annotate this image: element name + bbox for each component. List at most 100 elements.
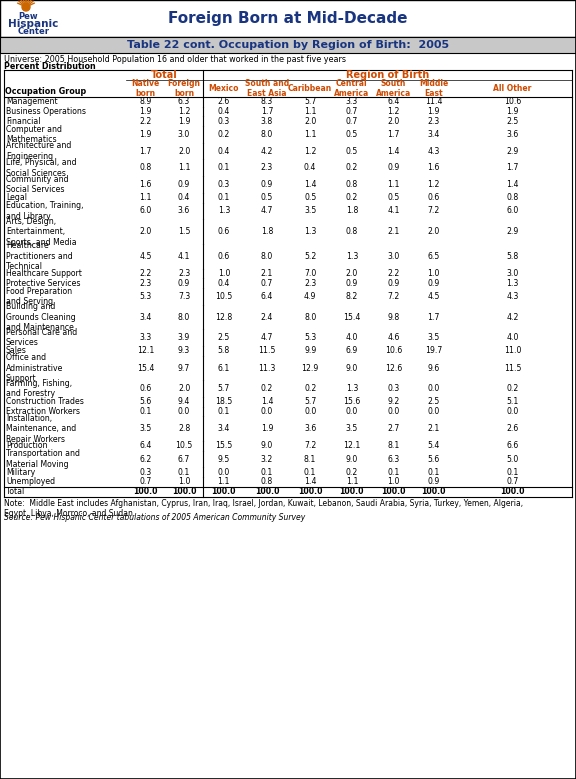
- Text: 3.6: 3.6: [304, 425, 316, 433]
- Text: 0.2: 0.2: [506, 384, 518, 393]
- Text: 1.0: 1.0: [388, 478, 400, 487]
- Text: 9.7: 9.7: [178, 364, 190, 372]
- Text: 0.8: 0.8: [139, 164, 151, 172]
- Text: 3.5: 3.5: [346, 425, 358, 433]
- Text: 3.4: 3.4: [139, 312, 151, 322]
- Text: 1.1: 1.1: [304, 130, 316, 139]
- Text: 0.0: 0.0: [506, 407, 518, 416]
- Text: 0.8: 0.8: [346, 227, 358, 236]
- Text: 1.9: 1.9: [139, 107, 151, 116]
- Text: 0.2: 0.2: [346, 164, 358, 172]
- Text: 6.7: 6.7: [178, 455, 190, 464]
- Text: Note:  Middle East includes Afghanistan, Cyprus, Iran, Iraq, Israel, Jordan, Kuw: Note: Middle East includes Afghanistan, …: [4, 499, 523, 518]
- Text: 0.0: 0.0: [304, 407, 316, 416]
- Text: Military: Military: [6, 468, 35, 477]
- Text: 6.0: 6.0: [506, 206, 518, 216]
- Text: 12.6: 12.6: [385, 364, 402, 372]
- Text: 0.1: 0.1: [218, 164, 230, 172]
- Text: 8.0: 8.0: [304, 312, 316, 322]
- Text: 1.6: 1.6: [139, 180, 151, 189]
- Text: 0.7: 0.7: [346, 117, 358, 125]
- Text: 8.1: 8.1: [388, 442, 400, 450]
- Text: 6.4: 6.4: [139, 442, 151, 450]
- Text: 5.2: 5.2: [304, 252, 316, 261]
- Text: 3.4: 3.4: [218, 425, 230, 433]
- Text: 0.1: 0.1: [139, 407, 151, 416]
- Text: 0.0: 0.0: [261, 407, 273, 416]
- Text: 100.0: 100.0: [500, 487, 525, 496]
- Text: Central
America: Central America: [334, 79, 370, 98]
- Text: 0.3: 0.3: [139, 468, 151, 477]
- Text: 0.2: 0.2: [346, 468, 358, 477]
- Text: 7.0: 7.0: [304, 269, 316, 278]
- Text: 15.4: 15.4: [137, 364, 154, 372]
- Text: 2.6: 2.6: [506, 425, 518, 433]
- Text: 1.7: 1.7: [261, 107, 273, 116]
- Text: 2.2: 2.2: [139, 269, 151, 278]
- Text: 9.0: 9.0: [346, 364, 358, 372]
- Text: 5.8: 5.8: [506, 252, 518, 261]
- Text: 0.5: 0.5: [346, 130, 358, 139]
- Text: 8.0: 8.0: [261, 252, 273, 261]
- Text: Business Operations: Business Operations: [6, 107, 86, 116]
- Text: 4.7: 4.7: [261, 206, 273, 216]
- Text: 100.0: 100.0: [133, 487, 158, 496]
- Text: 1.7: 1.7: [427, 312, 439, 322]
- Text: 0.2: 0.2: [261, 384, 273, 393]
- Text: Percent Distribution: Percent Distribution: [4, 62, 96, 71]
- Text: 2.3: 2.3: [261, 164, 273, 172]
- Text: 0.3: 0.3: [218, 180, 230, 189]
- Text: 3.0: 3.0: [506, 269, 518, 278]
- Text: 1.7: 1.7: [506, 164, 518, 172]
- Text: 2.1: 2.1: [427, 425, 439, 433]
- Text: 100.0: 100.0: [211, 487, 236, 496]
- Text: 7.2: 7.2: [388, 292, 400, 301]
- Text: 2.5: 2.5: [427, 397, 439, 407]
- Text: 7.2: 7.2: [427, 206, 439, 216]
- Text: Legal: Legal: [6, 193, 27, 203]
- Text: 0.0: 0.0: [388, 407, 400, 416]
- Text: 19.7: 19.7: [425, 347, 442, 355]
- Text: Total: Total: [6, 487, 24, 496]
- Text: 0.6: 0.6: [218, 227, 230, 236]
- Text: 1.4: 1.4: [304, 478, 316, 487]
- Text: 10.5: 10.5: [215, 292, 233, 301]
- Text: South
America: South America: [376, 79, 411, 98]
- Text: 15.5: 15.5: [215, 442, 233, 450]
- Text: 1.1: 1.1: [178, 164, 190, 172]
- Text: 0.0: 0.0: [178, 407, 190, 416]
- Text: 0.1: 0.1: [427, 468, 439, 477]
- Text: 1.2: 1.2: [388, 107, 400, 116]
- Text: 1.7: 1.7: [388, 130, 400, 139]
- Text: 5.7: 5.7: [218, 384, 230, 393]
- Text: 4.0: 4.0: [506, 333, 518, 342]
- Text: 0.5: 0.5: [261, 193, 273, 203]
- Bar: [0, 0, 576, 37]
- Text: 2.3: 2.3: [304, 279, 316, 287]
- Text: 100.0: 100.0: [172, 487, 196, 496]
- Text: 8.3: 8.3: [261, 97, 273, 107]
- Text: 1.9: 1.9: [178, 117, 190, 125]
- Text: 3.6: 3.6: [178, 206, 190, 216]
- Text: 1.9: 1.9: [506, 107, 518, 116]
- Text: 10.6: 10.6: [385, 347, 402, 355]
- Text: 3.6: 3.6: [506, 130, 518, 139]
- Text: 4.5: 4.5: [139, 252, 151, 261]
- Text: 0.4: 0.4: [218, 107, 230, 116]
- Text: 100.0: 100.0: [298, 487, 323, 496]
- Text: 3.3: 3.3: [346, 97, 358, 107]
- Text: 10.6: 10.6: [504, 97, 521, 107]
- Text: Healthcare Support: Healthcare Support: [6, 269, 82, 278]
- Text: Architecture and
Engineering: Architecture and Engineering: [6, 142, 71, 160]
- Text: Total: Total: [151, 70, 178, 80]
- Text: 1.9: 1.9: [427, 107, 439, 116]
- Text: 0.2: 0.2: [346, 193, 358, 203]
- Text: 2.1: 2.1: [388, 227, 400, 236]
- Text: 9.3: 9.3: [178, 347, 190, 355]
- Text: 0.1: 0.1: [304, 468, 316, 477]
- Text: 2.8: 2.8: [178, 425, 190, 433]
- Text: Mexico: Mexico: [209, 84, 239, 93]
- Text: 0.1: 0.1: [218, 193, 230, 203]
- Text: 5.1: 5.1: [506, 397, 518, 407]
- Text: 11.4: 11.4: [425, 97, 442, 107]
